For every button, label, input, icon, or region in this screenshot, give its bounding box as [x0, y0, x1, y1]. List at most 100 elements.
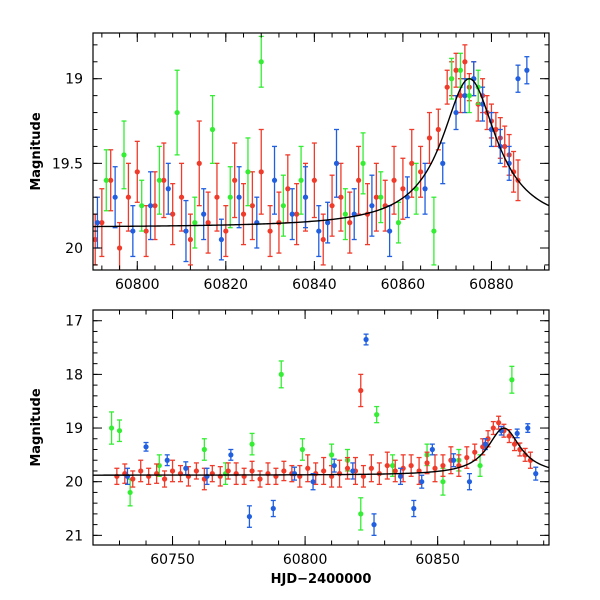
data-point [299, 446, 306, 453]
data-point [127, 489, 133, 496]
data-point [449, 76, 455, 82]
data-point [298, 177, 304, 183]
data-point [169, 468, 176, 474]
data-point [350, 468, 356, 474]
data-point [387, 228, 393, 234]
data-point [432, 465, 438, 471]
data-point [453, 109, 459, 116]
data-point [391, 177, 397, 183]
data-point [214, 194, 220, 200]
bottom-panel: 60750 60800 60850 17 18 19 20 21 Magnitude HJD−… [29, 309, 550, 587]
data-point [99, 220, 105, 226]
data-point [331, 462, 337, 469]
data-point [218, 236, 224, 243]
data-point [201, 446, 207, 453]
data-point [130, 228, 136, 234]
data-point [431, 228, 437, 234]
y-tick-label: 17 [65, 314, 83, 330]
data-point [139, 203, 145, 209]
data-point [249, 441, 255, 447]
y-tick-label: 20 [65, 241, 83, 257]
top-data-points [93, 35, 530, 270]
data-point [400, 465, 406, 471]
data-point [329, 203, 335, 209]
data-point [316, 228, 322, 234]
data-point [462, 59, 468, 65]
data-point [165, 186, 171, 192]
data-point [258, 59, 264, 65]
data-point [485, 436, 491, 442]
data-point [422, 186, 428, 192]
data-point [506, 433, 512, 439]
data-point [310, 479, 316, 485]
data-point [285, 186, 291, 192]
data-point [116, 428, 123, 434]
data-point [374, 412, 380, 418]
data-point [371, 522, 377, 528]
bottom-panel-frame [92, 309, 550, 546]
data-point [93, 236, 98, 243]
data-point [400, 186, 406, 192]
data-point [509, 377, 515, 383]
data-point [358, 511, 364, 517]
data-point [435, 126, 441, 133]
data-point [493, 126, 499, 133]
data-point [170, 211, 176, 217]
data-point [320, 236, 326, 243]
y-tick-label: 20 [65, 475, 83, 491]
y-tick-label: 19.5 [52, 156, 83, 172]
data-point [103, 177, 109, 183]
data-point [258, 169, 264, 175]
data-point [174, 109, 180, 116]
data-point [440, 462, 446, 469]
data-point [333, 160, 340, 166]
data-point [524, 67, 530, 73]
data-point [329, 452, 335, 458]
data-point [196, 160, 202, 166]
data-point [360, 160, 366, 166]
data-point [183, 465, 189, 471]
data-point [321, 468, 327, 474]
data-point [336, 471, 343, 477]
data-point [392, 468, 398, 474]
y-tick-label: 19 [65, 72, 83, 88]
x-tick-label: 60860 [381, 277, 426, 293]
data-point [156, 177, 163, 183]
data-point [368, 465, 374, 471]
data-point [164, 457, 170, 463]
data-point [225, 468, 231, 474]
data-point [502, 143, 508, 150]
data-point [192, 220, 198, 226]
data-point [373, 194, 379, 200]
data-point [249, 203, 255, 209]
y-tick-label: 21 [65, 528, 83, 544]
data-point [397, 473, 404, 479]
data-point [138, 468, 144, 474]
data-point [515, 76, 521, 82]
data-point [294, 211, 300, 217]
data-point [338, 194, 344, 200]
x-tick-label: 60850 [415, 552, 460, 568]
data-point [178, 194, 185, 200]
data-point [108, 425, 115, 431]
top-y-axis-label: Magnitude [29, 112, 44, 191]
data-point [223, 228, 229, 234]
data-point [187, 236, 193, 243]
data-point [94, 220, 101, 226]
data-point [245, 169, 251, 175]
data-point [533, 471, 539, 477]
data-point [271, 177, 278, 183]
x-tick-label: 60820 [204, 277, 249, 293]
data-point [462, 93, 468, 99]
data-point [289, 211, 295, 217]
data-point [125, 194, 132, 200]
data-point [108, 177, 114, 183]
data-point [464, 454, 470, 461]
data-point [358, 387, 364, 394]
bottom-model-curve [93, 427, 549, 476]
data-point [240, 211, 247, 217]
data-point [143, 228, 149, 234]
data-point [228, 452, 234, 458]
top-panel-frame [92, 32, 550, 271]
data-point [426, 135, 433, 141]
